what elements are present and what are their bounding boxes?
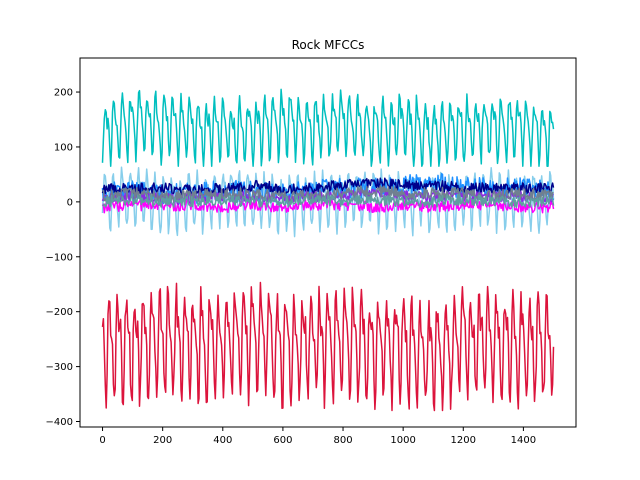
x-tick-label: 0 xyxy=(99,435,105,446)
x-axis: 0 200 400 600 800 1000 1200 1400 xyxy=(99,427,536,446)
y-axis: −400 −300 −200 −100 0 100 200 xyxy=(46,88,80,428)
x-tick-label: 200 xyxy=(153,435,172,446)
y-tick-label: −200 xyxy=(46,307,73,318)
x-tick-label: 600 xyxy=(273,435,292,446)
x-tick-label: 1200 xyxy=(451,435,476,446)
x-tick-label: 800 xyxy=(333,435,352,446)
y-tick-label: 200 xyxy=(54,88,73,99)
plot-lines xyxy=(101,88,555,412)
series-line xyxy=(101,88,555,167)
x-tick-label: 1400 xyxy=(511,435,536,446)
series-line xyxy=(101,281,555,412)
y-tick-label: −400 xyxy=(46,417,73,428)
chart-title: Rock MFCCs xyxy=(292,38,365,52)
x-tick-label: 400 xyxy=(213,435,232,446)
y-tick-label: −100 xyxy=(46,252,73,263)
y-tick-label: 0 xyxy=(67,197,73,208)
plot-frame xyxy=(79,57,577,428)
x-tick-label: 1000 xyxy=(390,435,415,446)
series-line xyxy=(101,177,555,197)
series-line xyxy=(102,193,555,209)
y-tick-label: 100 xyxy=(54,142,73,153)
y-tick-label: −300 xyxy=(46,362,73,373)
